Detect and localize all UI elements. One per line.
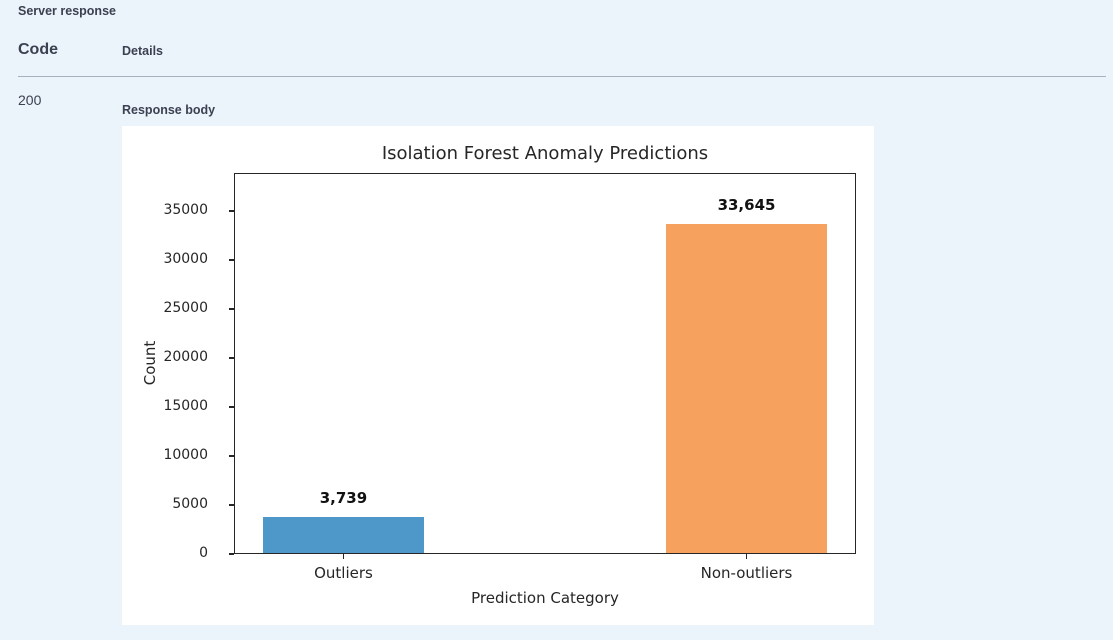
y-tick-label: 25000 [163, 300, 208, 316]
header-divider [18, 76, 1106, 77]
chart-x-axis-label: Prediction Category [471, 589, 619, 607]
x-tick-mark [745, 554, 748, 559]
response-body-image: Isolation Forest Anomaly Predictions Cou… [122, 126, 874, 625]
bar-value-label: 3,739 [319, 489, 368, 508]
y-tick-label: 20000 [163, 349, 208, 365]
x-tick-label: Outliers [314, 564, 373, 582]
y-tick-label: 10000 [163, 447, 208, 463]
y-tick-mark [229, 357, 234, 359]
y-tick-mark [229, 553, 234, 555]
chart-plot-area [234, 173, 856, 554]
y-tick-label: 5000 [172, 496, 208, 512]
y-tick-label: 30000 [163, 251, 208, 267]
bar [665, 224, 828, 554]
x-tick-mark [342, 554, 345, 559]
y-tick-mark [229, 259, 234, 261]
y-tick-label: 0 [199, 545, 208, 561]
bar-value-label: 33,645 [717, 196, 776, 215]
y-tick-mark [229, 308, 234, 310]
y-tick-mark [229, 210, 234, 212]
response-code: 200 [18, 92, 42, 108]
x-tick-label: Non-outliers [700, 564, 793, 582]
response-body-label: Response body [122, 103, 216, 117]
code-column-header: Code [18, 41, 58, 58]
server-response-title: Server response [18, 4, 116, 18]
chart-title: Isolation Forest Anomaly Predictions [381, 143, 709, 164]
y-tick-mark [229, 504, 234, 506]
y-tick-mark [229, 406, 234, 408]
bar [262, 517, 425, 554]
y-tick-mark [229, 455, 234, 457]
details-column-header: Details [122, 44, 163, 58]
y-tick-label: 35000 [163, 202, 208, 218]
y-tick-label: 15000 [163, 398, 208, 414]
